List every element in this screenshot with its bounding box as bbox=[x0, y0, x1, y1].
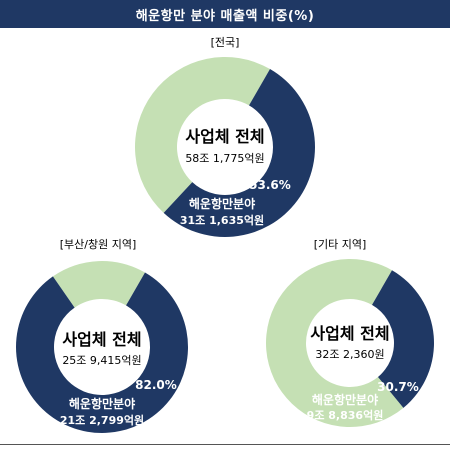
center-value: 58조 1,775억원 bbox=[185, 152, 264, 165]
share-percent-label: 30.7% bbox=[377, 380, 419, 394]
center-value: 25조 9,415억원 bbox=[62, 354, 141, 367]
share-value-label: 21조 2,799억원 bbox=[60, 413, 144, 427]
share-percent-label: 82.0% bbox=[135, 378, 177, 392]
donut-slice-rest bbox=[135, 57, 270, 213]
donut-slice-share bbox=[163, 69, 315, 238]
share-name-label: 해운항만분야 bbox=[312, 392, 378, 407]
center-title: 사업체 전체 bbox=[310, 324, 389, 343]
donut-chart-national: [전국] 사업체 전체 58조 1,775억원 53.6% 해운항만분야 31조… bbox=[135, 36, 315, 238]
center-title: 사업체 전체 bbox=[62, 330, 141, 349]
donut-slice-rest bbox=[52, 261, 145, 308]
center-value: 32조 2,360원 bbox=[315, 348, 384, 361]
share-name-label: 해운항만분야 bbox=[189, 196, 255, 211]
chart-title: 해운항만 분야 매출액 비중(%) bbox=[0, 0, 450, 28]
bottom-divider bbox=[0, 444, 450, 445]
donut-slice-rest bbox=[266, 259, 404, 427]
share-percent-label: 53.6% bbox=[249, 178, 291, 192]
donut-chart-other-regions: [기타 지역] 사업체 전체 32조 2,360원 30.7% 해운항만분야 9… bbox=[266, 238, 435, 427]
share-value-label: 31조 1,635억원 bbox=[180, 213, 264, 227]
donut-chart-busan-changwon: [부산/창원 지역] 사업체 전체 25조 9,415억원 82.0% 해운항만… bbox=[15, 238, 188, 433]
center-title: 사업체 전체 bbox=[185, 127, 264, 146]
region-label: [전국] bbox=[211, 36, 240, 49]
region-label: [기타 지역] bbox=[314, 238, 367, 251]
region-label: [부산/창원 지역] bbox=[60, 238, 137, 251]
share-value-label: 9조 8,836억원 bbox=[307, 408, 384, 422]
donut-slice-share bbox=[15, 272, 188, 433]
donut-slice-share bbox=[372, 270, 435, 408]
share-name-label: 해운항만분야 bbox=[69, 396, 135, 411]
